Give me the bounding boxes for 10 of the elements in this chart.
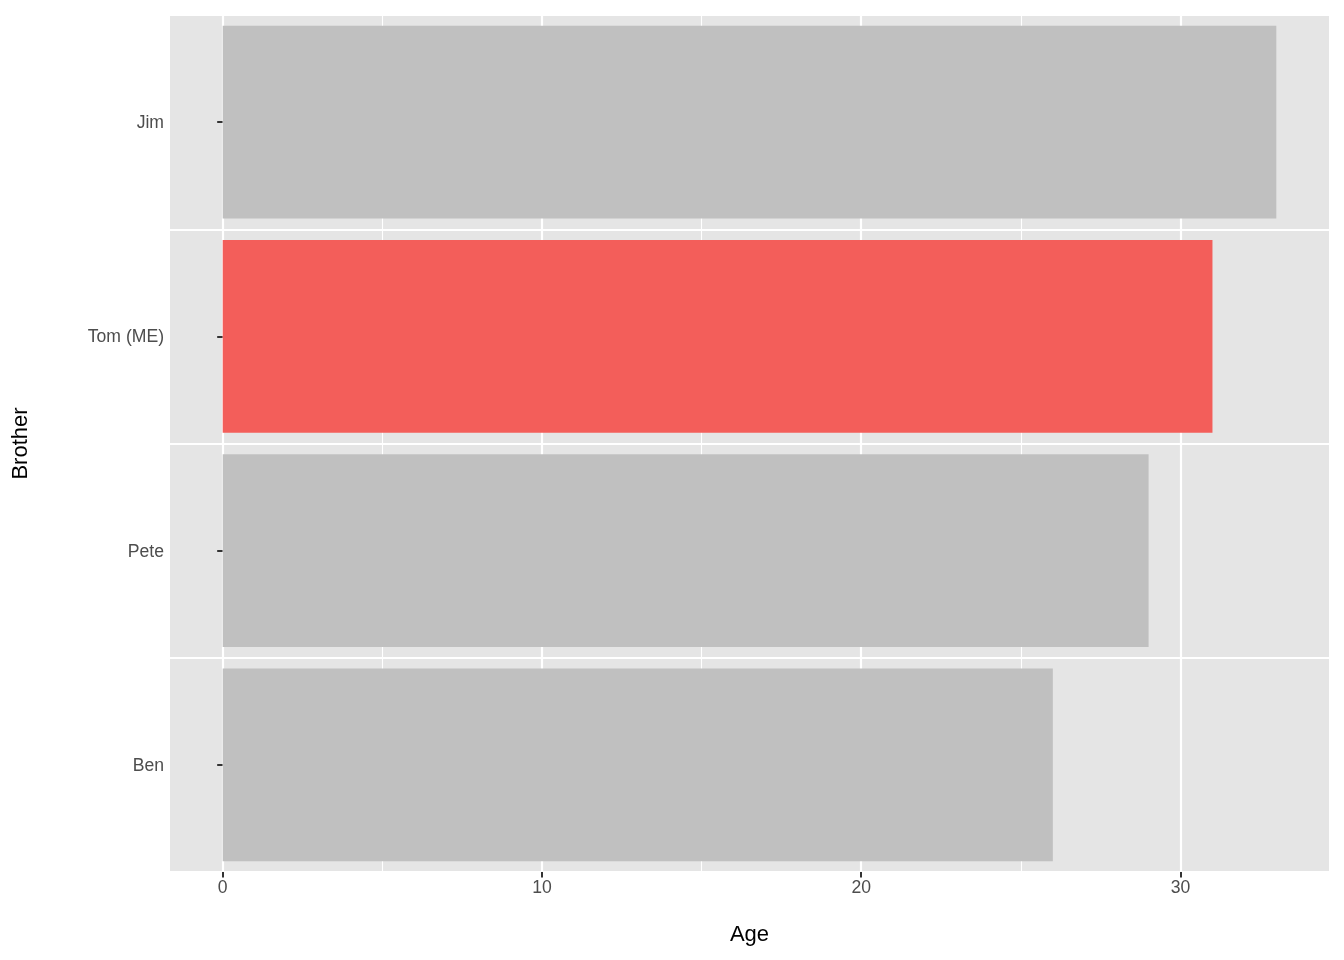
y-tick-label: Pete bbox=[127, 540, 164, 561]
y-tick-label: Jim bbox=[136, 112, 164, 133]
y-tick-label: Ben bbox=[132, 754, 164, 775]
y-tick-label: Tom (ME) bbox=[87, 326, 164, 347]
y-axis-title: Brother bbox=[6, 407, 32, 480]
x-tick-label: 30 bbox=[1170, 877, 1191, 897]
x-tick-label: 20 bbox=[851, 877, 872, 897]
x-tick-label: 10 bbox=[532, 877, 552, 897]
x-axis-title: Age bbox=[729, 920, 770, 946]
x-tick-label: 0 bbox=[217, 877, 228, 897]
